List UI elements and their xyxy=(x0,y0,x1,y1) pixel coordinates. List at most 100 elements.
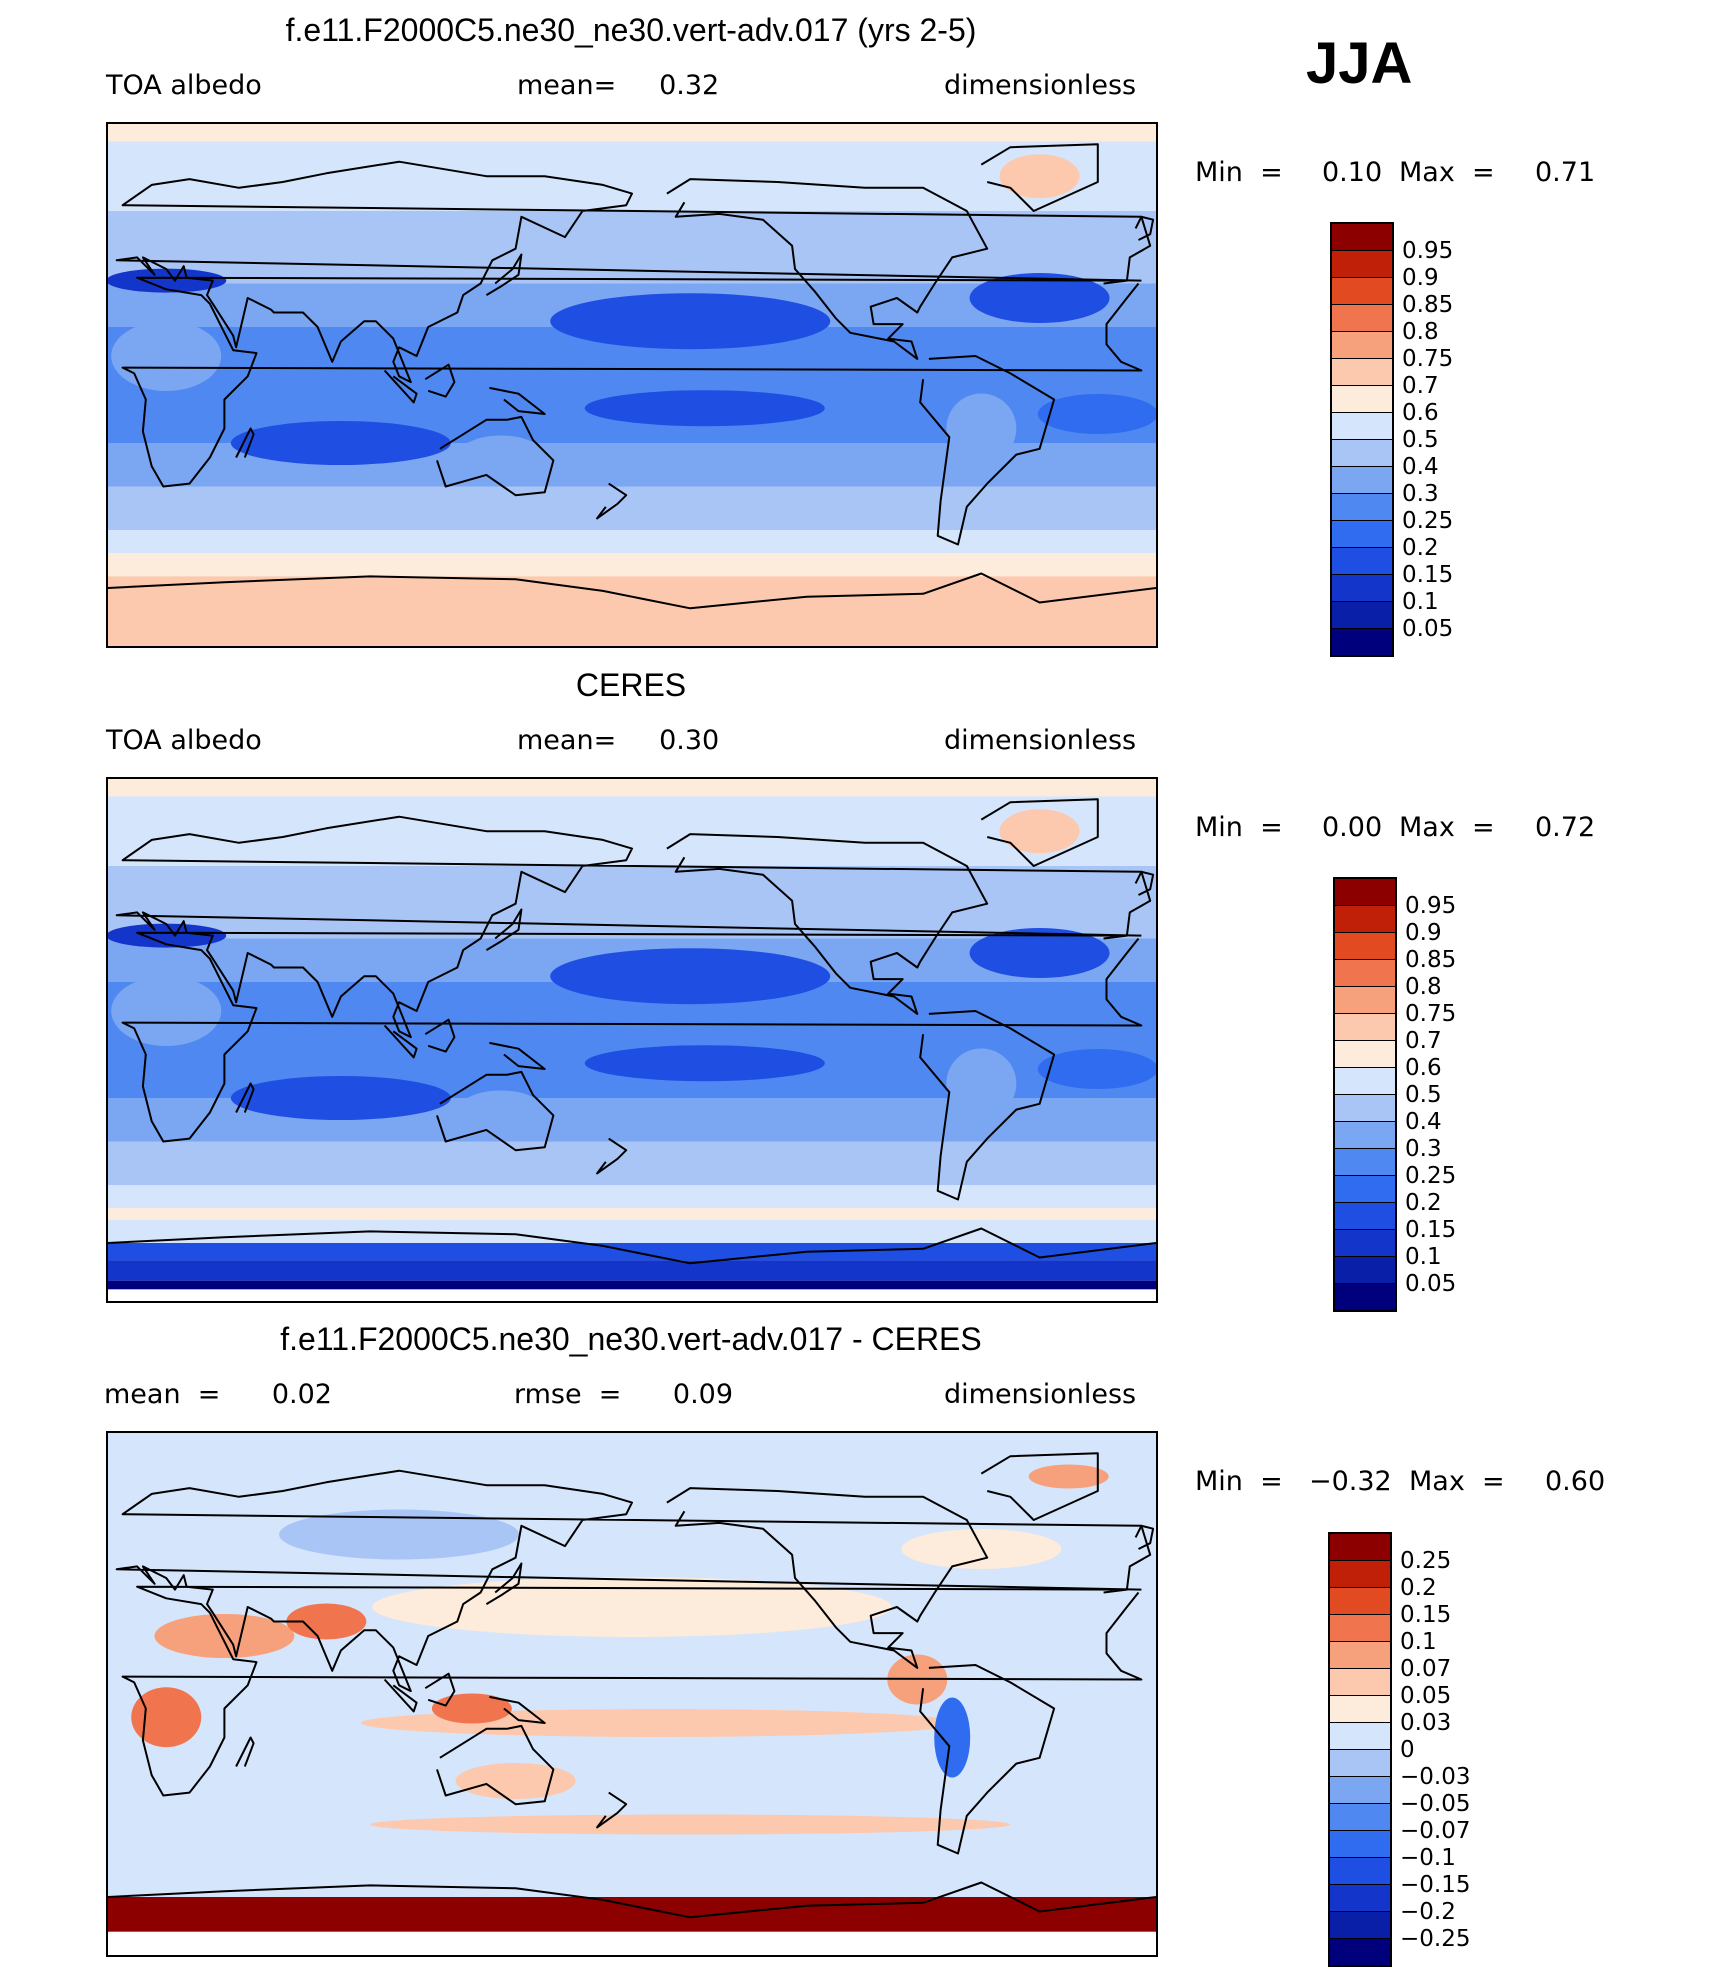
colorbar-label: 0.25 xyxy=(1405,1163,1457,1189)
coastline xyxy=(980,798,1099,867)
coastline xyxy=(235,427,255,458)
colorbar-box xyxy=(1332,224,1392,251)
colorbar-label: 0.1 xyxy=(1405,1244,1442,1270)
coastline xyxy=(666,178,989,360)
colorbar-box xyxy=(1330,1885,1390,1912)
colorbar-box xyxy=(1335,1122,1395,1149)
panel3-max-label: Max = xyxy=(1409,1466,1505,1497)
colorbar-box xyxy=(1335,1176,1395,1203)
coastline xyxy=(666,1487,989,1669)
panel1-map xyxy=(106,122,1158,648)
colorbar-boxes xyxy=(1330,222,1394,657)
panel1-min-label: Min = xyxy=(1195,157,1283,188)
panel3-rmse: rmse = 0.09 xyxy=(514,1379,734,1410)
colorbar-box xyxy=(1335,1014,1395,1041)
field-blob xyxy=(279,1509,520,1560)
colorbar-label: 0.75 xyxy=(1402,346,1454,372)
field-blob xyxy=(946,393,1017,464)
panel2-units: dimensionless xyxy=(944,725,1137,756)
colorbar-box xyxy=(1330,1642,1390,1669)
panel3-colorbar: 0.25 0.2 0.15 0.1 0.07 0.05 0.03 0 −0.03 −0.05 −0.… xyxy=(1328,1532,1488,1967)
field-blob xyxy=(969,273,1110,323)
colorbar-box xyxy=(1332,305,1392,332)
coastline xyxy=(115,815,1152,1039)
panel3-map-svg xyxy=(108,1433,1156,1955)
coastline xyxy=(121,931,1143,1143)
coastline xyxy=(1134,215,1155,241)
coastline xyxy=(919,355,1056,546)
colorbar-label: 0.15 xyxy=(1405,1217,1457,1243)
colorbar-box xyxy=(1335,879,1395,906)
field-blob xyxy=(455,1763,576,1799)
colorbar-label: 0.6 xyxy=(1402,400,1439,426)
colorbar-label: 0.15 xyxy=(1402,562,1454,588)
coastline xyxy=(980,1452,1099,1521)
latitude-band xyxy=(108,1219,1156,1243)
field-blob xyxy=(804,870,925,920)
coastline xyxy=(596,1791,628,1829)
coastline xyxy=(436,1724,555,1806)
colorbar-label: 0.05 xyxy=(1400,1683,1452,1709)
colorbar-box xyxy=(1330,1804,1390,1831)
colorbar-box xyxy=(1335,933,1395,960)
field-blob xyxy=(550,948,831,1005)
coastline xyxy=(383,369,418,404)
field-blob xyxy=(1037,394,1156,434)
field-blob xyxy=(1028,1464,1109,1489)
colorbar-label: 0.25 xyxy=(1400,1548,1452,1574)
colorbar-box xyxy=(1335,1230,1395,1257)
field-blob xyxy=(584,390,825,427)
colorbar-box xyxy=(1330,1723,1390,1750)
colorbar-box xyxy=(1335,1068,1395,1095)
colorbar-box xyxy=(1335,1095,1395,1122)
colorbar-boxes xyxy=(1333,877,1397,1312)
field-blob xyxy=(230,421,451,465)
field-blob xyxy=(999,154,1080,199)
colorbar-box xyxy=(1330,1615,1390,1642)
colorbar-label: 0.3 xyxy=(1405,1136,1442,1162)
colorbar-box xyxy=(1335,1149,1395,1176)
coastline xyxy=(383,1678,418,1713)
field-blob xyxy=(108,923,227,948)
coastline xyxy=(115,1469,1152,1693)
field-blob xyxy=(131,1687,202,1748)
colorbar-label: −0.05 xyxy=(1400,1791,1471,1817)
colorbar-label: 0.15 xyxy=(1400,1602,1452,1628)
field-blob xyxy=(999,809,1080,854)
colorbar-box xyxy=(1332,521,1392,548)
colorbar-box xyxy=(1332,251,1392,278)
colorbar-label: 0.9 xyxy=(1405,920,1442,946)
latitude-band xyxy=(108,1185,1156,1209)
panel1-map-svg xyxy=(108,124,1156,646)
colorbar-box xyxy=(1335,1257,1395,1284)
colorbar-label: 0.5 xyxy=(1405,1082,1442,1108)
panel2-min-value: 0.00 xyxy=(1322,812,1383,843)
field-blob xyxy=(372,1577,892,1637)
field-blob xyxy=(934,1697,971,1778)
colorbar-boxes xyxy=(1328,1532,1392,1967)
panel1-min-value: 0.10 xyxy=(1322,157,1383,188)
colorbar-box xyxy=(1330,1939,1390,1965)
colorbar-label: 0.7 xyxy=(1405,1028,1442,1054)
colorbar-box xyxy=(1330,1858,1390,1885)
colorbar-label: 0.75 xyxy=(1405,1001,1457,1027)
coastline xyxy=(424,1018,456,1053)
field-blob xyxy=(456,435,546,480)
colorbar-box xyxy=(1330,1912,1390,1939)
coastline xyxy=(980,143,1099,212)
colorbar-box xyxy=(1332,359,1392,386)
colorbar-box xyxy=(1330,1696,1390,1723)
latitude-band xyxy=(108,796,1156,866)
colorbar-label: 0.7 xyxy=(1402,373,1439,399)
panel1-max-label: Max = xyxy=(1399,157,1495,188)
colorbar-label: 0.05 xyxy=(1405,1271,1457,1297)
field-blob xyxy=(108,268,227,293)
colorbar-box xyxy=(1330,1561,1390,1588)
latitude-band xyxy=(108,486,1156,530)
field-blob xyxy=(550,293,831,350)
latitude-band xyxy=(108,1141,1156,1185)
colorbar-label: −0.15 xyxy=(1400,1872,1471,1898)
field-blob xyxy=(584,1045,825,1082)
coastline xyxy=(919,1010,1056,1201)
field-blob xyxy=(260,881,480,938)
